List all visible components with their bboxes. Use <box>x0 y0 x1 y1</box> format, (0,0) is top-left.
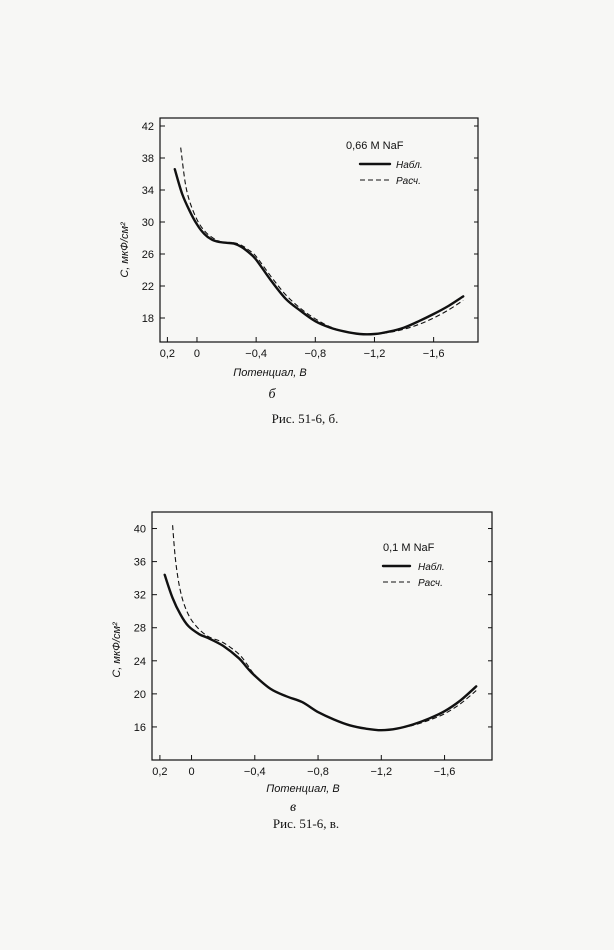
legend-label-calculated: Расч. <box>396 176 421 187</box>
y-tick-label: 38 <box>142 153 154 165</box>
legend-title: 0,1 M NaF <box>383 542 435 554</box>
y-tick-label: 16 <box>134 722 146 734</box>
y-tick-label: 18 <box>142 313 154 325</box>
figure-caption: Рис. 51-6, в. <box>273 816 339 831</box>
x-tick-label: 0,2 <box>160 348 175 360</box>
x-axis: 0,2 0 −0,4 −0,8 −1,2 −1,6 <box>160 337 445 360</box>
x-tick-label: −0,4 <box>244 766 266 778</box>
panel-label: б <box>268 387 276 402</box>
legend-label-calculated: Расч. <box>418 578 443 589</box>
series-observed-line <box>173 168 465 336</box>
y-axis-label: C, мкФ/см² <box>111 622 123 678</box>
y-axis-label: C, мкФ/см² <box>119 222 131 278</box>
x-tick-label: −1,2 <box>370 766 392 778</box>
y-tick-label: 32 <box>134 590 146 602</box>
series-group <box>173 147 465 336</box>
y-tick-label: 26 <box>142 249 154 261</box>
series-group <box>163 525 478 732</box>
x-axis-label: Потенциал, В <box>233 367 306 379</box>
series-calculated-line <box>172 525 477 731</box>
legend-title: 0,66 M NaF <box>346 140 404 152</box>
y-tick-label: 24 <box>134 656 146 668</box>
panel-label: в <box>290 800 296 815</box>
x-tick-label: 0 <box>194 348 200 360</box>
y-tick-label: 28 <box>134 623 146 635</box>
y-axis: 18 22 26 30 34 38 42 <box>142 121 478 325</box>
y-tick-label: 40 <box>134 524 146 536</box>
x-tick-label: −0,4 <box>245 348 267 360</box>
x-tick-label: −0,8 <box>304 348 326 360</box>
x-axis-label: Потенциал, В <box>266 783 339 795</box>
x-tick-label: −1,6 <box>434 766 456 778</box>
x-tick-label: −0,8 <box>307 766 329 778</box>
figure-caption: Рис. 51-6, б. <box>272 411 339 426</box>
x-tick-label: 0,2 <box>152 766 167 778</box>
y-tick-label: 20 <box>134 689 146 701</box>
plot-frame <box>151 511 493 761</box>
legend: 0,66 M NaF Набл. Расч. <box>346 140 423 187</box>
x-tick-label: 0 <box>188 766 194 778</box>
x-tick-label: −1,6 <box>423 348 445 360</box>
series-calculated-line <box>180 147 464 335</box>
y-axis: 16 20 24 28 32 36 40 <box>134 524 492 734</box>
y-tick-label: 22 <box>142 281 154 293</box>
x-axis: 0,2 0 −0,4 −0,8 −1,2 −1,6 <box>152 755 455 778</box>
y-tick-label: 42 <box>142 121 154 133</box>
series-observed-line <box>163 573 478 732</box>
legend-label-observed: Набл. <box>418 561 445 573</box>
chart-v: 0,2 0 −0,4 −0,8 −1,2 −1,6 16 20 24 28 32 36 40 C, м… <box>111 511 493 831</box>
y-tick-label: 30 <box>142 217 154 229</box>
plot-frame <box>159 117 479 343</box>
legend: 0,1 M NaF Набл. Расч. <box>381 542 445 589</box>
chart-b: 0,2 0 −0,4 −0,8 −1,2 −1,6 18 22 26 30 34 38 42 C, м… <box>119 117 479 426</box>
y-tick-label: 36 <box>134 557 146 569</box>
x-tick-label: −1,2 <box>364 348 386 360</box>
legend-label-observed: Набл. <box>396 159 423 171</box>
y-tick-label: 34 <box>142 185 154 197</box>
